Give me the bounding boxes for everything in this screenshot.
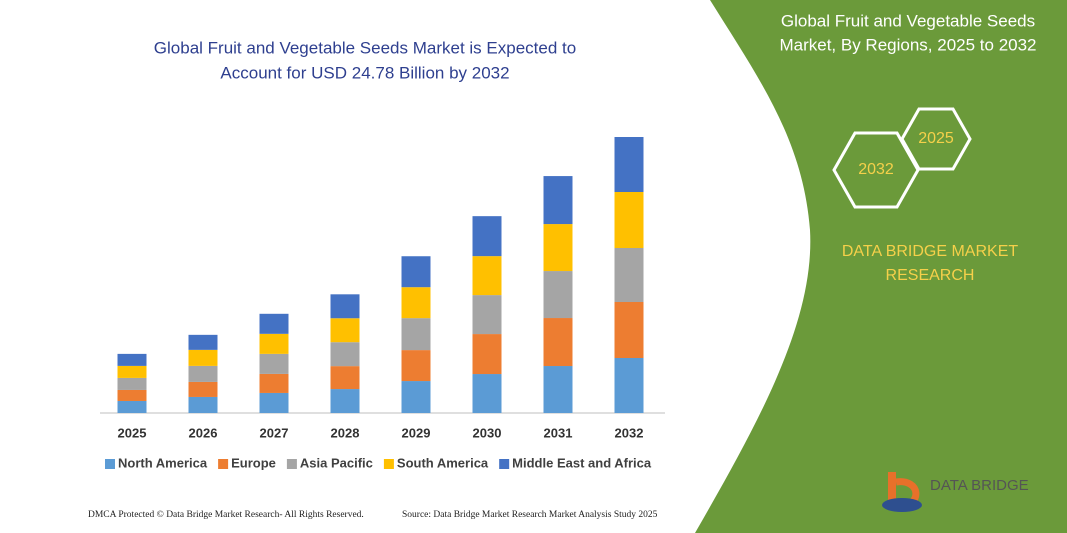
bar-segment — [259, 353, 289, 374]
bar-segment — [472, 334, 502, 375]
bar-segment — [401, 256, 431, 288]
logo-icon — [882, 472, 922, 512]
bar-segment — [543, 318, 573, 367]
bar-segment — [614, 358, 644, 413]
legend-swatch — [383, 459, 394, 469]
chart-title: Account for USD 24.78 Billion by 2032 — [220, 63, 509, 82]
bar-segment — [401, 287, 431, 319]
footer-left: DMCA Protected © Data Bridge Market Rese… — [88, 509, 364, 520]
bar-segment — [117, 389, 147, 401]
bar-segment — [188, 334, 218, 350]
bar-segment — [188, 396, 218, 413]
hexagon — [832, 131, 920, 209]
bar-segment — [401, 350, 431, 382]
bar-segment — [117, 400, 147, 413]
bar-segment — [259, 392, 289, 413]
bar-segment — [614, 301, 644, 359]
legend-swatch — [105, 459, 115, 469]
bar-segment — [188, 349, 218, 366]
bar-segment — [330, 366, 360, 390]
bar-segment — [472, 216, 502, 257]
bar-segment — [472, 256, 502, 296]
bar-segment — [117, 377, 147, 390]
bar-segment — [401, 318, 431, 351]
x-tick-label: 2030 — [473, 425, 502, 440]
bar-segment — [330, 294, 360, 319]
bar-segment — [259, 333, 289, 354]
hexagon-label: 2025 — [918, 130, 954, 147]
x-tick-label: 2028 — [331, 425, 360, 440]
bar-segment — [259, 313, 289, 334]
panel-title: Global Fruit and Vegetable Seeds — [781, 11, 1035, 30]
bar-segment — [614, 248, 644, 302]
bar-segment — [259, 373, 289, 393]
bar-segment — [543, 366, 573, 413]
bar-segment — [188, 365, 218, 382]
panel-title: Market, By Regions, 2025 to 2032 — [779, 35, 1036, 54]
legend-swatch — [286, 459, 297, 469]
x-tick-label: 2026 — [189, 425, 218, 440]
brand-text: RESEARCH — [886, 267, 975, 284]
chart-title: Global Fruit and Vegetable Seeds Market … — [154, 38, 576, 57]
footer-right: Source: Data Bridge Market Research Mark… — [402, 510, 658, 520]
legend-label: South America — [397, 455, 489, 470]
x-tick-label: 2025 — [118, 425, 147, 440]
x-tick-label: 2031 — [544, 425, 573, 440]
bar-segment — [543, 224, 573, 272]
hexagon-label: 2032 — [858, 161, 894, 178]
logo-text: DATA BRIDGE — [930, 477, 1029, 494]
bar-segment — [117, 365, 147, 378]
legend-label: North America — [118, 455, 208, 470]
legend-swatch — [499, 459, 510, 469]
x-tick-label: 2032 — [615, 425, 644, 440]
bar-segment — [188, 381, 218, 397]
legend-label: Middle East and Africa — [512, 455, 652, 470]
x-tick-label: 2027 — [260, 425, 289, 440]
bar-segment — [543, 271, 573, 319]
bar-segment — [401, 381, 431, 413]
bar-segment — [614, 137, 644, 192]
x-tick-label: 2029 — [402, 425, 431, 440]
legend-label: Asia Pacific — [300, 455, 373, 470]
bar-segment — [543, 176, 573, 225]
legend-swatch — [218, 459, 229, 469]
legend-label: Europe — [231, 455, 276, 470]
bar-segment — [330, 318, 360, 343]
bar-segment — [472, 374, 502, 413]
green-panel — [695, 0, 1067, 533]
bar-segment — [330, 389, 360, 413]
bar-segment — [330, 342, 360, 367]
bar-segment — [614, 191, 644, 249]
bar-segment — [472, 295, 502, 335]
bar-segment — [117, 353, 147, 366]
brand-text: DATA BRIDGE MARKET — [842, 243, 1019, 260]
